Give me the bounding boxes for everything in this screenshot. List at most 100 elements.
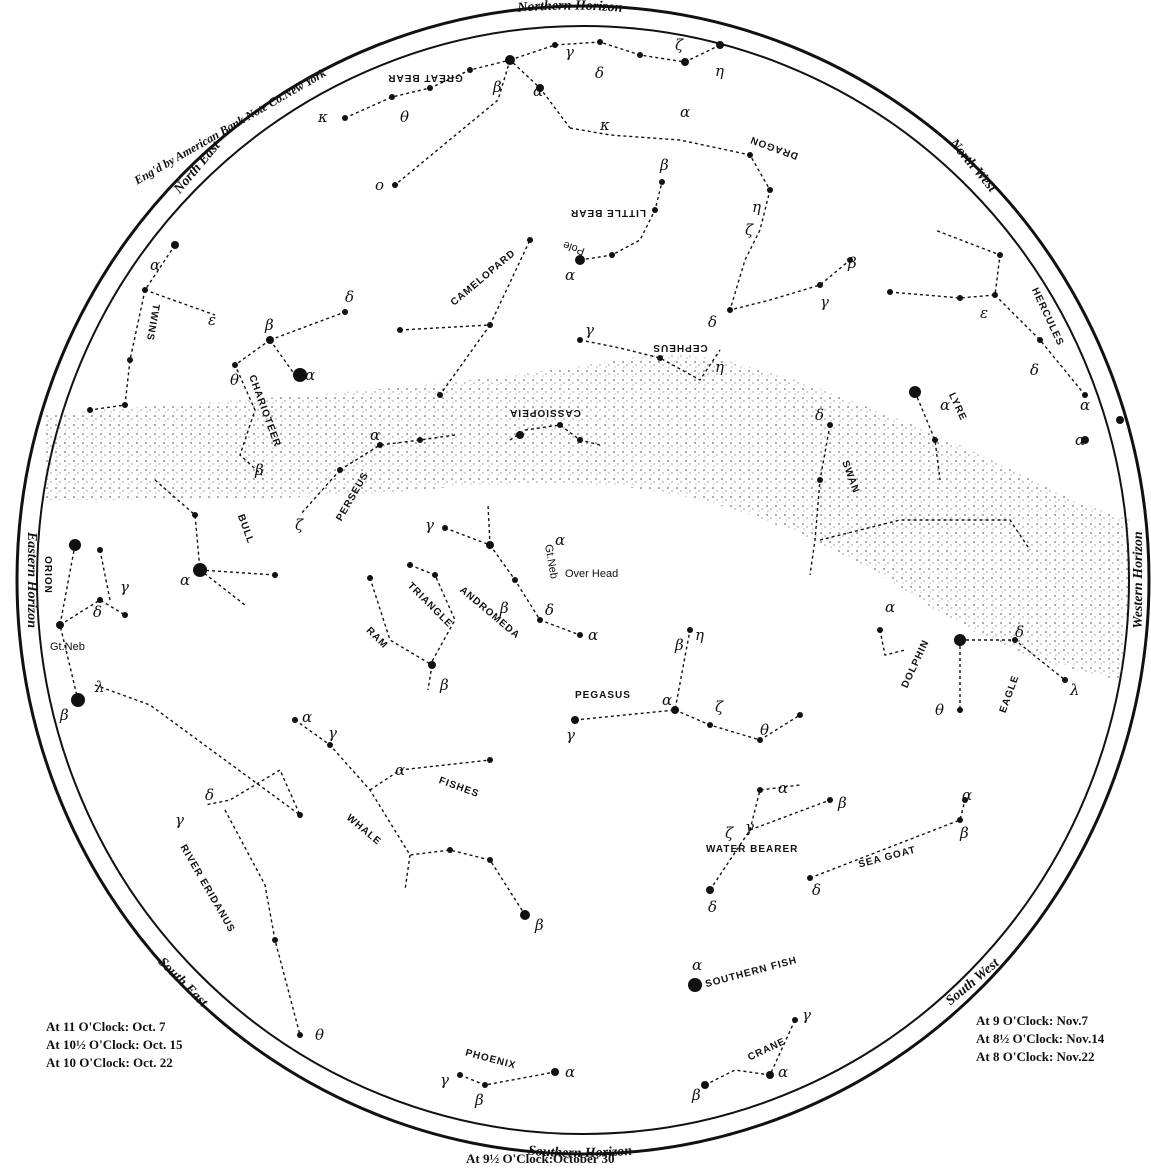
label-water-bearer: WATER BEARER [706,844,798,855]
svg-text:β: β [499,599,509,617]
svg-text:δ: δ [815,406,824,424]
label-over-head: Over Head [565,568,618,580]
svg-text:δ: δ [545,601,554,619]
svg-text:δ: δ [1030,361,1039,379]
time-line: At 10½ O'Clock: Oct. 15 [46,1037,183,1052]
svg-text:α: α [533,82,543,100]
svg-text:γ: γ [120,578,129,596]
svg-text:α: α [940,396,950,414]
svg-text:λ: λ [94,678,105,696]
label-whale: WHALE [344,812,383,847]
svg-text:β: β [534,916,544,934]
label-twins: TWINS [144,303,161,342]
svg-text:ζ: ζ [725,824,734,842]
label-eagle: EAGLE [998,674,1022,715]
svg-text:ζ: ζ [745,221,754,239]
engraver-credit: Eng'd by American Bank Note Co.New York [131,66,329,188]
label-gt-neb-andromeda: Gt.Neb [542,543,560,579]
svg-text:η: η [752,198,761,216]
northern-horizon-label: Northern Horizon [516,0,624,16]
svg-text:η: η [715,358,724,376]
svg-text:γ: γ [175,811,184,829]
svg-text:β: β [691,1086,701,1104]
svg-text:α: α [1080,396,1090,414]
svg-text:δ: δ [708,313,717,331]
svg-text:α: α [302,708,312,726]
svg-text:β: β [659,156,669,174]
svg-text:ε: ε [208,311,216,329]
svg-text:β: β [847,254,857,272]
svg-text:β: β [837,794,847,812]
svg-text:θ: θ [935,701,944,719]
label-pole: Pole [562,238,587,257]
label-sea-goat: SEA GOAT [857,845,917,871]
svg-text:β: β [254,461,264,479]
svg-text:θ: θ [230,371,239,389]
time-line: At 8½ O'Clock: Nov.14 [976,1031,1105,1046]
svg-text:δ: δ [812,881,821,899]
svg-text:α: α [305,366,315,384]
svg-text:ζ: ζ [675,36,684,54]
svg-text:θ: θ [400,108,409,126]
svg-text:β: β [492,78,502,96]
label-cassiopeia: CASSIOPEIA [509,407,581,418]
svg-text:α: α [555,531,565,549]
svg-text:γ: γ [565,43,574,61]
svg-text:β: β [474,1091,484,1109]
svg-text:η: η [715,62,724,80]
svg-text:γ: γ [745,818,754,836]
svg-text:δ: δ [708,898,717,916]
svg-text:α: α [180,571,190,589]
svg-text:λ: λ [1069,681,1080,699]
svg-text:θ: θ [315,1026,324,1044]
svg-text:γ: γ [585,321,594,339]
north-west-label: North West [946,135,1000,196]
svg-text:α: α [395,761,405,779]
horizon-ring [15,4,1151,1156]
svg-text:δ: δ [205,786,214,804]
time-line: At 8 O'Clock: Nov.22 [976,1049,1095,1064]
label-andromeda: ANDROMEDA [457,585,522,642]
eastern-horizon-label: Eastern Horizon [24,531,39,628]
svg-text:γ: γ [820,293,829,311]
svg-text:κ: κ [317,108,328,126]
svg-text:γ: γ [566,726,575,744]
svg-text:α: α [662,691,672,709]
svg-text:δ: δ [595,64,604,82]
south-east-label: South East [155,955,211,1011]
svg-text:β: β [674,636,684,654]
stars [56,39,1124,1089]
svg-text:α: α [778,779,788,797]
svg-text:ε: ε [980,304,988,322]
svg-text:δ: δ [1015,623,1024,641]
svg-text:α: α [692,956,702,974]
svg-text:α: α [565,266,575,284]
svg-text:α: α [962,786,972,804]
svg-text:ζ: ζ [295,516,304,534]
svg-text:β: β [439,676,449,694]
label-great-bear: GREAT BEAR [387,72,462,83]
label-cepheus: CEPHEUS [652,342,707,353]
svg-text:α: α [565,1063,575,1081]
label-camelopard: CAMELOPARD [449,248,518,308]
svg-text:γ: γ [802,1006,811,1024]
time-line: At 11 O'Clock: Oct. 7 [46,1019,166,1034]
milky-way [45,354,1130,680]
svg-text:β: β [264,316,274,334]
label-hercules: HERCULES [1029,286,1066,348]
time-line: At 9 O'Clock: Nov.7 [976,1013,1088,1028]
svg-text:α: α [680,103,690,121]
time-legend-right: At 9 O'Clock: Nov.7 At 8½ O'Clock: Nov.1… [976,1012,1104,1066]
svg-text:ζ: ζ [715,698,724,716]
label-ram: RAM [364,625,390,651]
svg-text:α: α [885,598,895,616]
label-fishes: FISHES [437,775,480,800]
label-river-eridanus: RIVER ERIDANUS [178,843,237,935]
label-bull: BULL [235,513,256,546]
label-pegasus: PEGASUS [575,690,631,701]
svg-text:α: α [778,1063,788,1081]
label-little-bear: LITTLE BEAR [570,207,646,218]
svg-text:γ: γ [425,516,434,534]
svg-text:α: α [370,426,380,444]
